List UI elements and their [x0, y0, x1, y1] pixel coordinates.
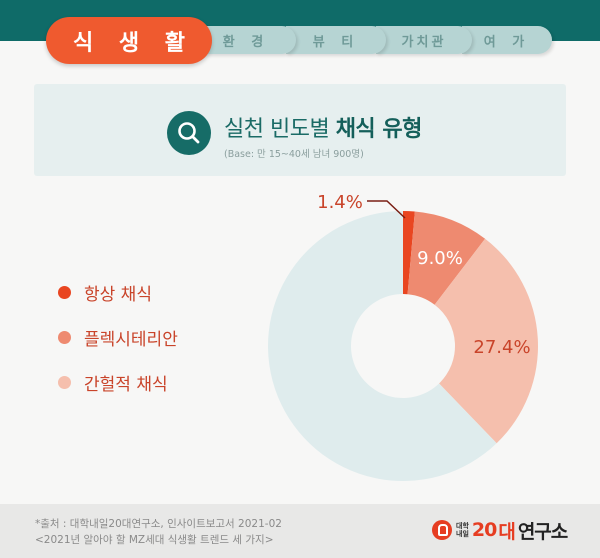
logo-small-top: 대학 [456, 522, 469, 530]
tab-environment[interactable]: 환 경 [196, 26, 296, 54]
donut-slice [403, 211, 415, 295]
legend-item-flexitarian: 플렉시테리안 [58, 325, 178, 350]
tab-beauty[interactable]: 뷰 티 [286, 26, 386, 54]
legend-dot-icon [58, 286, 71, 299]
search-icon [167, 111, 211, 155]
chart-subtitle: (Base: 만 15~40세 남녀 900명) [224, 149, 364, 160]
legend-item-always: 항상 채식 [58, 280, 152, 305]
tab-values[interactable]: 가치관 [376, 26, 472, 54]
legend-label: 항상 채식 [84, 285, 152, 305]
logo-small-bottom: 내일 [456, 530, 469, 538]
donut-slice [407, 211, 486, 305]
footer: *출처 : 대학내일20대연구소, 인사이트보고서 2021-02 <2021년… [0, 504, 600, 558]
brand-logo: 대학 내일 20 대 연구소 [432, 518, 568, 543]
logo-small-text: 대학 내일 [456, 522, 469, 538]
legend-dot-icon [58, 331, 71, 344]
logo-name: 연구소 [517, 520, 568, 543]
title-panel [34, 84, 566, 176]
source-note: *출처 : 대학내일20대연구소, 인사이트보고서 2021-02 <2021년… [35, 516, 282, 548]
donut-slice [267, 211, 497, 481]
logo-number: 20 [471, 519, 497, 541]
title-bold: 채식 유형 [335, 117, 423, 142]
tab-diet-active[interactable]: 식 생 활 [46, 17, 212, 64]
slice-value-label: 9.0% [417, 248, 463, 269]
source-line-1: *출처 : 대학내일20대연구소, 인사이트보고서 2021-02 [35, 518, 282, 530]
tab-leisure[interactable]: 여 가 [462, 26, 552, 54]
legend-label: 플렉시테리안 [84, 330, 178, 350]
slice-value-label: 27.4% [473, 337, 530, 358]
title-regular: 실천 빈도별 [224, 117, 336, 142]
leader-line [367, 200, 406, 219]
legend-item-occasional: 간헐적 채식 [58, 370, 168, 395]
legend-label: 간헐적 채식 [84, 375, 168, 395]
category-nav: 환 경 뷰 티 가치관 여 가 식 생 활 [0, 0, 600, 70]
logo-dae: 대 [498, 520, 516, 543]
slice-value-label: 1.4% [317, 192, 363, 213]
chart-title: 실천 빈도별 채식 유형 [224, 111, 422, 143]
legend-dot-icon [58, 376, 71, 389]
donut-slice [434, 238, 538, 444]
bulb-pin-icon [432, 520, 452, 540]
donut-chart: 1.4% 9.0% 27.4% [267, 192, 538, 481]
source-line-2: <2021년 알아야 할 MZ세대 식생활 트렌드 세 가지> [35, 534, 274, 546]
